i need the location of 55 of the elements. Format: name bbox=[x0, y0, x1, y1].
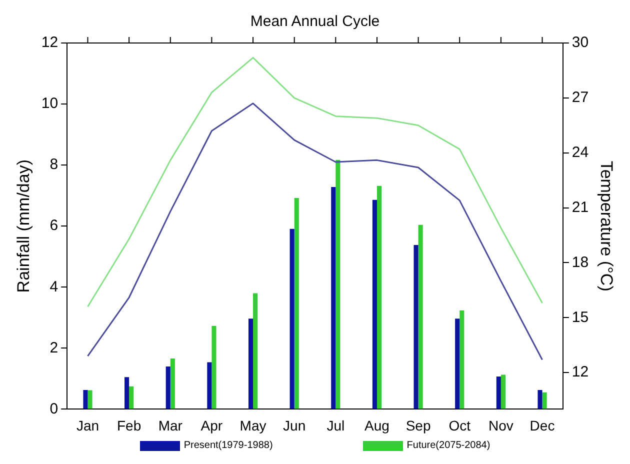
y-tick-label: 12 bbox=[41, 34, 58, 52]
bar bbox=[542, 392, 547, 409]
y2-tick-label: 21 bbox=[572, 198, 589, 216]
y-tick-label: 10 bbox=[41, 95, 58, 112]
x-tick-label: Aug bbox=[364, 417, 390, 434]
legend-label: Future(2075-2084) bbox=[406, 440, 490, 451]
y2-axis-title: Temperature (°C) bbox=[597, 160, 616, 292]
y2-tick-label: 27 bbox=[572, 89, 589, 106]
x-tick-label: Dec bbox=[530, 417, 555, 434]
bar bbox=[248, 318, 254, 409]
y2-tick-label: 12 bbox=[572, 364, 589, 381]
y-tick-label: 2 bbox=[50, 339, 58, 356]
y-tick-label: 4 bbox=[50, 278, 58, 296]
bar bbox=[129, 386, 134, 409]
x-tick-label: Jun bbox=[283, 417, 306, 434]
bar bbox=[83, 390, 88, 409]
bar bbox=[372, 200, 377, 409]
bar bbox=[166, 366, 170, 409]
bar bbox=[455, 318, 460, 409]
x-tick-label: Sep bbox=[406, 417, 431, 434]
x-tick-label: Mar bbox=[158, 417, 183, 434]
chart-title: Mean Annual Cycle bbox=[250, 13, 380, 30]
bar bbox=[418, 224, 423, 409]
bar bbox=[88, 390, 92, 409]
y-axis-title: Rainfall (mm/day) bbox=[14, 160, 33, 293]
bar bbox=[253, 293, 258, 409]
bar bbox=[212, 326, 216, 409]
bar bbox=[331, 187, 336, 409]
x-tick-label: Jan bbox=[76, 417, 100, 434]
bar bbox=[538, 390, 542, 409]
y-tick-label: 6 bbox=[50, 217, 58, 234]
y2-tick-label: 24 bbox=[572, 144, 589, 161]
x-tick-label: Jul bbox=[326, 417, 345, 434]
bar bbox=[496, 376, 501, 409]
y2-tick-label: 15 bbox=[572, 308, 589, 326]
bar bbox=[170, 358, 175, 409]
bar bbox=[294, 198, 299, 409]
x-tick-label: May bbox=[240, 417, 266, 434]
bar bbox=[500, 374, 506, 409]
bar bbox=[460, 310, 464, 409]
y-tick-label: 0 bbox=[50, 400, 58, 418]
y2-tick-label: 30 bbox=[572, 34, 589, 52]
x-tick-label: Nov bbox=[488, 417, 514, 434]
x-tick-label: Oct bbox=[448, 417, 471, 434]
bar bbox=[414, 245, 418, 409]
bar bbox=[376, 186, 382, 409]
bar bbox=[290, 228, 294, 409]
bar bbox=[336, 160, 340, 409]
y2-tick-label: 18 bbox=[572, 254, 589, 271]
bar bbox=[207, 362, 212, 409]
bar bbox=[124, 377, 130, 409]
y-tick-label: 8 bbox=[50, 156, 58, 174]
x-tick-label: Apr bbox=[200, 417, 223, 434]
x-tick-label: Feb bbox=[117, 417, 142, 434]
legend-label: Present(1979-1988) bbox=[184, 440, 273, 451]
